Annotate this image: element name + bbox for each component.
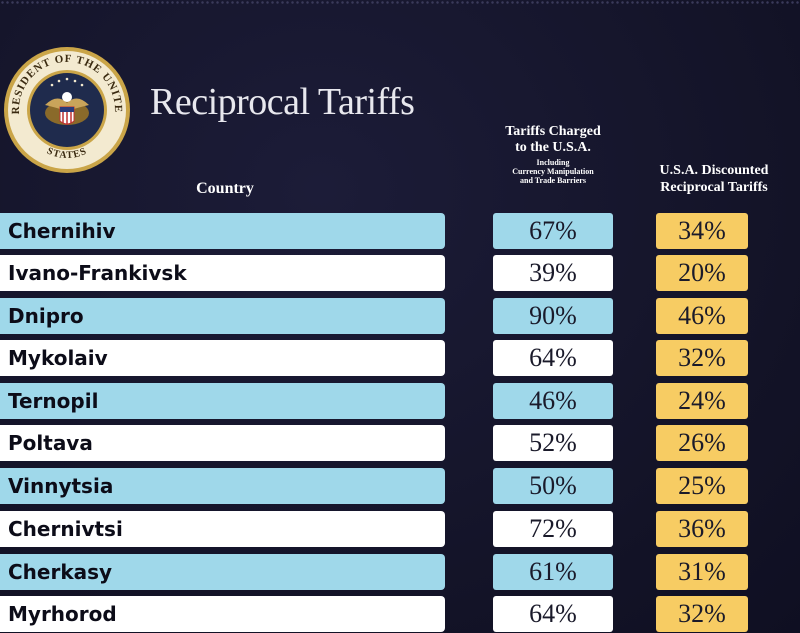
dotted-border: [0, 0, 800, 6]
charged-cell: 50%: [493, 468, 613, 504]
discounted-cell: 36%: [656, 511, 748, 547]
country-cell: Chernihiv: [0, 213, 445, 249]
discounted-cell: 24%: [656, 383, 748, 419]
table-row: Vinnytsia 50% 25%: [0, 468, 800, 504]
country-cell: Cherkasy: [0, 554, 445, 590]
country-cell: Ivano-Frankivsk: [0, 255, 445, 291]
charged-cell: 46%: [493, 383, 613, 419]
discounted-cell: 32%: [656, 340, 748, 376]
header-country: Country: [196, 180, 254, 197]
charged-cell: 72%: [493, 511, 613, 547]
country-cell: Myrhorod: [0, 596, 445, 632]
header-charged-sub1: Including: [536, 158, 570, 167]
header-charged-line2: to the U.S.A.: [515, 140, 591, 155]
discounted-cell: 34%: [656, 213, 748, 249]
country-cell: Chernivtsi: [0, 511, 445, 547]
table-row: Mykolaiv 64% 32%: [0, 340, 800, 376]
country-cell: Vinnytsia: [0, 468, 445, 504]
charged-cell: 64%: [493, 340, 613, 376]
table-row: Myrhorod 64% 32%: [0, 596, 800, 632]
svg-text:STATES: STATES: [45, 146, 89, 162]
table-row: Chernivtsi 72% 36%: [0, 511, 800, 547]
country-cell: Poltava: [0, 425, 445, 461]
country-cell: Dnipro: [0, 298, 445, 334]
header-discount-line1: U.S.A. Discounted: [659, 163, 769, 178]
header-charged-line1: Tariffs Charged: [505, 124, 601, 139]
charged-cell: 64%: [493, 596, 613, 632]
country-cell: Mykolaiv: [0, 340, 445, 376]
header-tariffs-charged: Tariffs Charged to the U.S.A. Including …: [478, 124, 628, 185]
charged-cell: 90%: [493, 298, 613, 334]
table-row: Cherkasy 61% 31%: [0, 554, 800, 590]
table-row: Chernihiv 67% 34%: [0, 213, 800, 249]
header-charged-sub3: and Trade Barriers: [520, 176, 586, 185]
header-charged-sub2: Currency Manipulation: [512, 167, 594, 176]
discounted-cell: 46%: [656, 298, 748, 334]
charged-cell: 61%: [493, 554, 613, 590]
presidential-seal-icon: PRESIDENT OF THE UNITED STATES: [2, 45, 130, 173]
discounted-cell: 32%: [656, 596, 748, 632]
charged-cell: 52%: [493, 425, 613, 461]
seal-text-bottom: STATES: [45, 146, 88, 162]
header-discount-line2: Reciprocal Tariffs: [660, 180, 768, 195]
discounted-cell: 25%: [656, 468, 748, 504]
discounted-cell: 26%: [656, 425, 748, 461]
charged-cell: 67%: [493, 213, 613, 249]
discounted-cell: 31%: [656, 554, 748, 590]
header-discounted-tariffs: U.S.A. Discounted Reciprocal Tariffs: [634, 162, 794, 196]
table-row: Ivano-Frankivsk 39% 20%: [0, 255, 800, 291]
table-row: Dnipro 90% 46%: [0, 298, 800, 334]
discounted-cell: 20%: [656, 255, 748, 291]
table-row: Poltava 52% 26%: [0, 425, 800, 461]
country-cell: Ternopil: [0, 383, 445, 419]
charged-cell: 39%: [493, 255, 613, 291]
table-row: Ternopil 46% 24%: [0, 383, 800, 419]
page-title: Reciprocal Tariffs: [150, 81, 415, 123]
